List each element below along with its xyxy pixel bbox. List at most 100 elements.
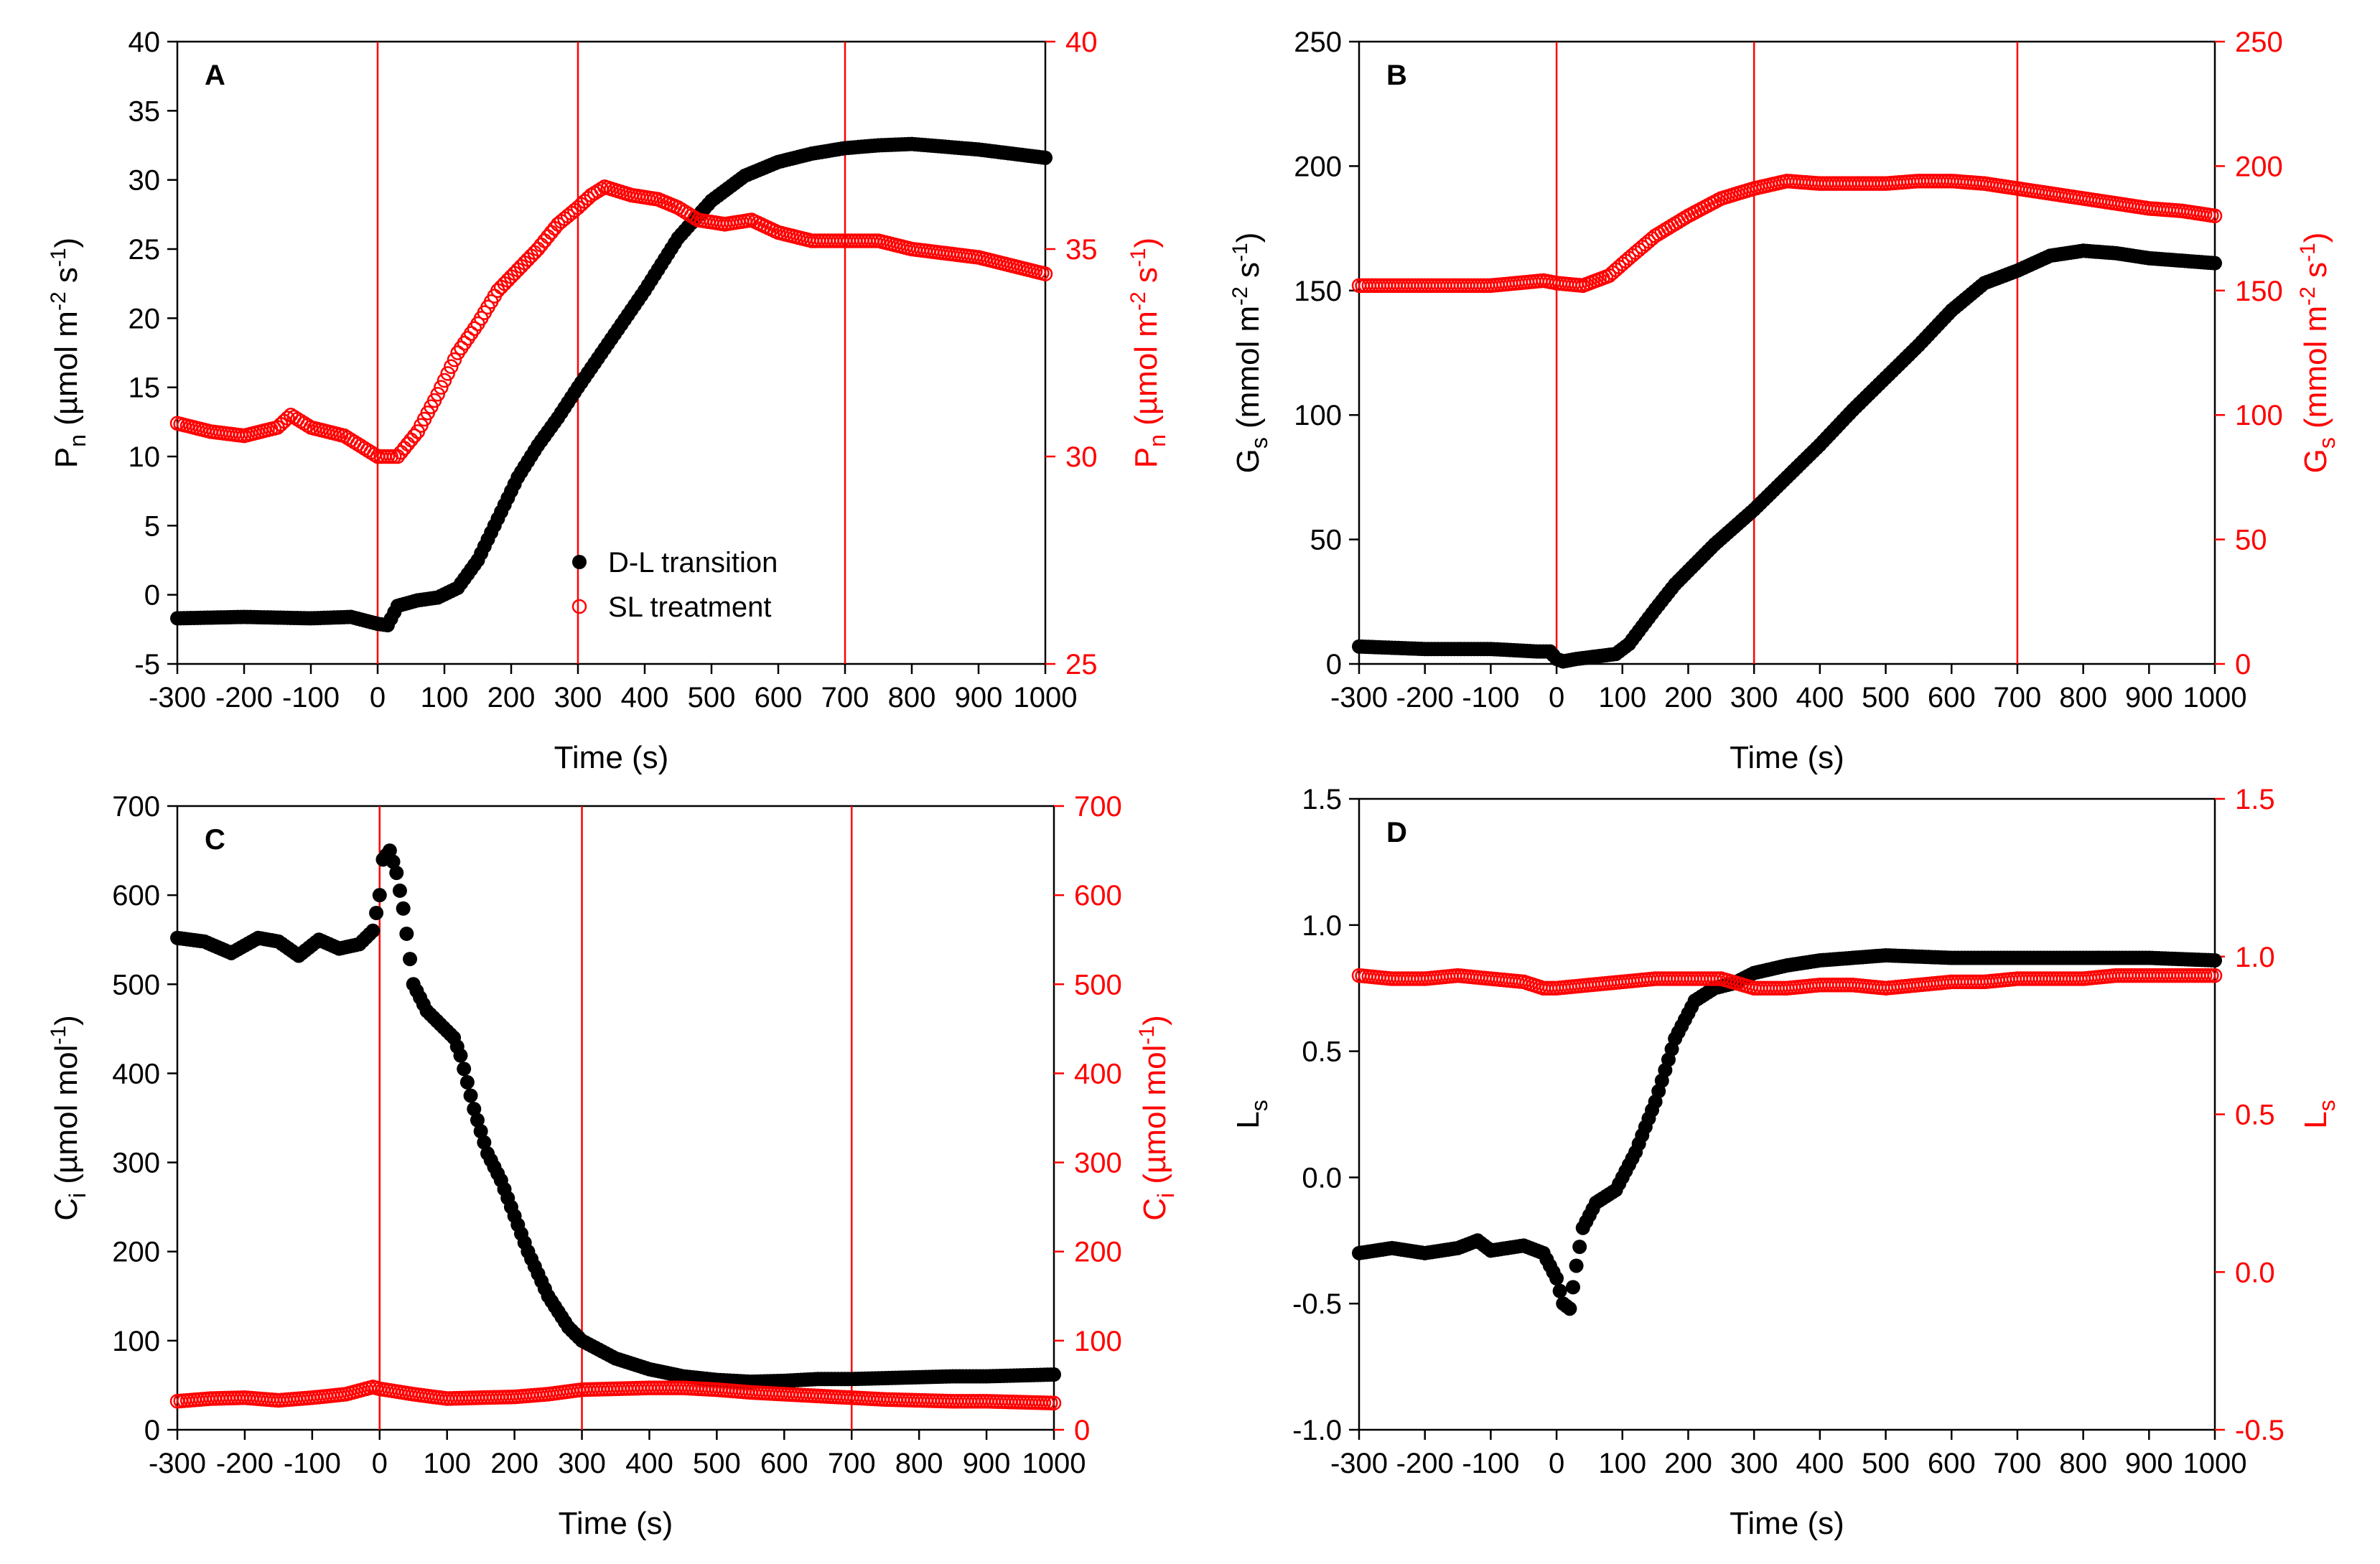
x-axis-label: Time (s) xyxy=(559,1506,673,1541)
y-left-tick-label: 20 xyxy=(129,303,161,334)
x-tick-label: 900 xyxy=(2125,1448,2173,1479)
series-d-l-transition xyxy=(1352,947,2222,1316)
x-tick-label: 600 xyxy=(1928,682,1976,713)
x-tick-label: 0 xyxy=(1549,1448,1564,1479)
y-left-tick-label: 150 xyxy=(1294,276,1342,307)
x-tick-label: 600 xyxy=(755,682,803,713)
x-tick-label: 500 xyxy=(1862,1448,1910,1479)
data-point xyxy=(453,1048,468,1063)
data-point xyxy=(1572,1240,1587,1255)
x-axis-label: Time (s) xyxy=(1730,740,1844,775)
panel-b: -300 -200 -100 0 100 200 300 400 500 600 700 800 900… xyxy=(1228,27,2340,775)
y-right-tick-label: 40 xyxy=(1065,27,1098,58)
data-point xyxy=(406,428,422,444)
x-tick-label: 700 xyxy=(1994,1448,2042,1479)
y-right-tick-label: 50 xyxy=(2235,525,2267,556)
data-point xyxy=(457,1062,472,1077)
x-axis-label: Time (s) xyxy=(1730,1506,1844,1541)
y-right-tick-label: 200 xyxy=(2235,151,2283,182)
data-point xyxy=(540,229,556,244)
data-point xyxy=(386,854,401,869)
x-axis-label: Time (s) xyxy=(554,740,669,775)
x-tick-label: 700 xyxy=(1994,682,2042,713)
x-tick-label: 900 xyxy=(955,682,1003,713)
x-tick-label: 100 xyxy=(421,682,469,713)
data-point xyxy=(1046,1395,1062,1411)
x-tick-label: -200 xyxy=(216,1448,274,1479)
y-left-tick-label: 15 xyxy=(129,373,161,404)
y-right-tick-label: 0 xyxy=(1074,1415,1090,1446)
legend: D-L transition SL treatment xyxy=(571,547,778,623)
y-right-tick-label: 35 xyxy=(1065,234,1098,266)
data-point xyxy=(396,901,411,916)
x-tick-label: 900 xyxy=(2125,682,2173,713)
x-tick-label: 1000 xyxy=(2183,1448,2247,1479)
y-right-tick-label: 200 xyxy=(1074,1237,1122,1268)
x-tick-label: 400 xyxy=(625,1448,673,1479)
data-point xyxy=(2207,968,2223,983)
data-point xyxy=(467,1102,482,1117)
x-tick-label: -200 xyxy=(215,682,273,713)
x-tick-label: 800 xyxy=(2059,1448,2107,1479)
x-tick-label: 200 xyxy=(1664,682,1712,713)
y-right-tick-label: 1.0 xyxy=(2235,942,2275,973)
x-tick-label: 500 xyxy=(688,682,736,713)
y-left-tick-label: 30 xyxy=(129,165,161,197)
data-point xyxy=(365,923,381,938)
series-d-l-transition xyxy=(170,843,1061,1389)
panel-label: A xyxy=(205,60,225,91)
x-tick-label: -300 xyxy=(1330,1448,1388,1479)
x-tick-label: 900 xyxy=(963,1448,1011,1479)
x-tick-label: -200 xyxy=(1396,1448,1454,1479)
x-tick-label: 300 xyxy=(554,682,602,713)
data-point xyxy=(434,380,449,395)
y-left-tick-label: 100 xyxy=(112,1326,160,1357)
data-point xyxy=(1037,266,1053,281)
x-tick-label: 300 xyxy=(1730,1448,1778,1479)
y-right-tick-label: 700 xyxy=(1074,791,1122,823)
y-right-tick-label: 400 xyxy=(1074,1058,1122,1090)
y-right-tick-label: 300 xyxy=(1074,1148,1122,1179)
data-point xyxy=(1549,1271,1564,1286)
y-right-tick-label: 100 xyxy=(2235,400,2283,431)
y-left-tick-label: 35 xyxy=(129,95,161,127)
y-left-tick-label: 10 xyxy=(129,441,161,473)
legend-marker xyxy=(571,599,587,614)
y-right-tick-label: 250 xyxy=(2235,27,2283,58)
x-tick-label: 800 xyxy=(888,682,936,713)
data-point xyxy=(2207,208,2223,224)
y-right-tick-label: 25 xyxy=(1065,649,1098,680)
x-tick-label: -100 xyxy=(1462,682,1519,713)
x-tick-label: 500 xyxy=(1862,682,1910,713)
data-point xyxy=(300,418,315,433)
y-left-tick-label: 500 xyxy=(112,969,160,1001)
y-left-tick-label: -5 xyxy=(134,649,160,680)
data-point xyxy=(280,411,295,426)
data-point xyxy=(1038,150,1053,165)
series-sl-treatment xyxy=(1351,173,2223,294)
plot-frame xyxy=(176,40,1047,665)
panel-label: C xyxy=(205,824,225,856)
data-point xyxy=(1552,1283,1567,1298)
data-point xyxy=(382,843,397,858)
x-tick-label: -100 xyxy=(284,1448,341,1479)
x-tick-label: -100 xyxy=(282,682,340,713)
panel-c: -300 -200 -100 0 100 200 300 400 500 600 700 800 900… xyxy=(47,791,1179,1541)
y-right-tick-label: 100 xyxy=(1074,1326,1122,1357)
panel-label: D xyxy=(1386,817,1407,848)
x-tick-label: -100 xyxy=(1462,1448,1519,1479)
legend-label: D-L transition xyxy=(608,547,778,579)
y-left-tick-label: 25 xyxy=(129,234,161,266)
data-point xyxy=(437,373,452,388)
data-point xyxy=(403,432,419,448)
x-tick-label: 200 xyxy=(490,1448,538,1479)
x-tick-label: 1000 xyxy=(2183,682,2247,713)
data-point xyxy=(459,1074,475,1090)
x-tick-label: 200 xyxy=(1664,1448,1712,1479)
y-left-tick-label: -1.0 xyxy=(1292,1415,1342,1446)
y-right-tick-label: 150 xyxy=(2235,276,2283,307)
y-left-tick-label: -0.5 xyxy=(1292,1288,1342,1320)
data-point xyxy=(389,866,404,881)
data-point xyxy=(440,366,455,381)
